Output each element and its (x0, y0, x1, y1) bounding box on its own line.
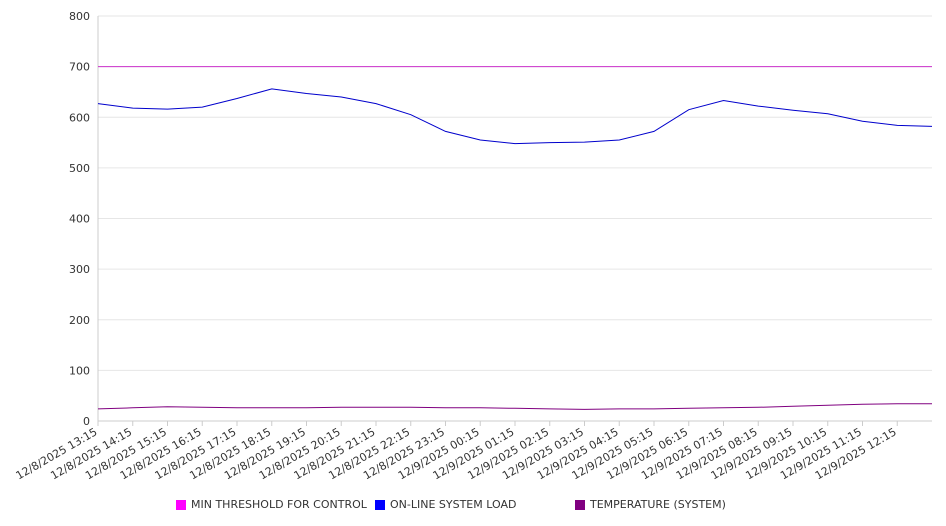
legend-swatch-min-threshold (176, 499, 186, 510)
y-tick-label-800: 800 (69, 10, 90, 23)
legend-label-min-threshold: MIN THRESHOLD FOR CONTROL (191, 498, 367, 511)
legend-item-min-threshold[interactable]: MIN THRESHOLD FOR CONTROL (176, 498, 367, 511)
y-tick-label-200: 200 (69, 314, 90, 327)
legend-label-system-load: ON-LINE SYSTEM LOAD (390, 498, 517, 511)
series-line-2 (97, 403, 932, 410)
series-line-1 (97, 88, 933, 145)
y-tick-label-0: 0 (83, 415, 90, 428)
legend-label-temperature: TEMPERATURE (SYSTEM) (590, 498, 726, 511)
y-tick-label-600: 600 (69, 111, 90, 124)
y-tick-labels: 0 100 200 300 400 500 600 700 800 (69, 10, 90, 428)
y-tick-label-100: 100 (69, 364, 90, 377)
legend-item-system-load[interactable]: ON-LINE SYSTEM LOAD (375, 498, 516, 511)
legend: MIN THRESHOLD FOR CONTROL ON-LINE SYSTEM… (0, 498, 946, 514)
grid-layer (98, 15, 932, 422)
axis-layer (97, 16, 932, 426)
y-tick-label-500: 500 (69, 162, 90, 175)
y-tick-label-700: 700 (69, 61, 90, 74)
legend-swatch-system-load (375, 499, 385, 510)
legend-swatch-temperature (575, 499, 585, 510)
y-tick-label-400: 400 (69, 213, 90, 226)
series-layer (97, 66, 933, 410)
legend-item-temperature[interactable]: TEMPERATURE (SYSTEM) (575, 498, 726, 511)
y-tick-label-300: 300 (69, 263, 90, 276)
